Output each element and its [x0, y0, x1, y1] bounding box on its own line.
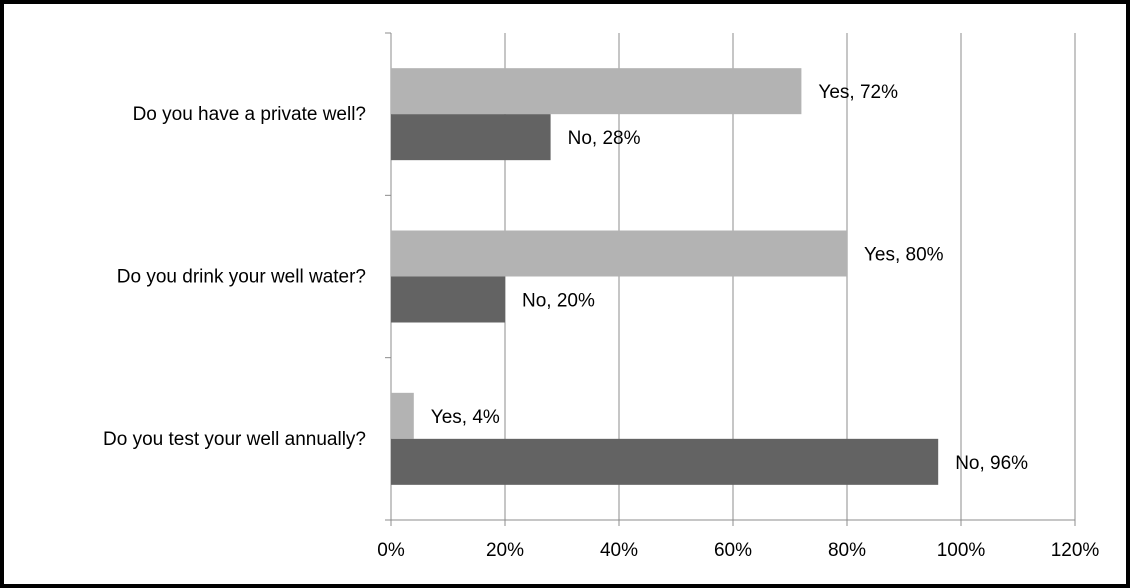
bar-no — [391, 438, 939, 485]
x-tick-label: 100% — [937, 540, 986, 561]
bar-no — [391, 276, 505, 323]
category-label: Do you test your well annually? — [103, 429, 366, 450]
data-label: Yes, 4% — [431, 407, 500, 428]
x-tick-label: 60% — [714, 540, 752, 561]
category-label: Do you have a private well? — [133, 104, 366, 125]
x-tick-label: 120% — [1051, 540, 1100, 561]
category-label: Do you drink your well water? — [117, 267, 366, 288]
x-tick-label: 20% — [486, 540, 524, 561]
x-tick-label: 40% — [600, 540, 638, 561]
x-tick-label: 0% — [377, 540, 405, 561]
data-label: Yes, 72% — [818, 82, 898, 103]
bar-no — [391, 114, 551, 161]
bar-chart: 0% 20% 40% 60% 80% 100% 120% Do you have a priv… — [103, 32, 1100, 561]
data-label: No, 96% — [955, 453, 1028, 474]
bar-yes — [391, 392, 414, 439]
data-label: No, 28% — [568, 128, 641, 149]
bar-yes — [391, 68, 802, 115]
bar-yes — [391, 230, 847, 277]
data-label: Yes, 80% — [864, 245, 944, 266]
data-label: No, 20% — [522, 291, 595, 312]
x-tick-label: 80% — [828, 540, 866, 561]
